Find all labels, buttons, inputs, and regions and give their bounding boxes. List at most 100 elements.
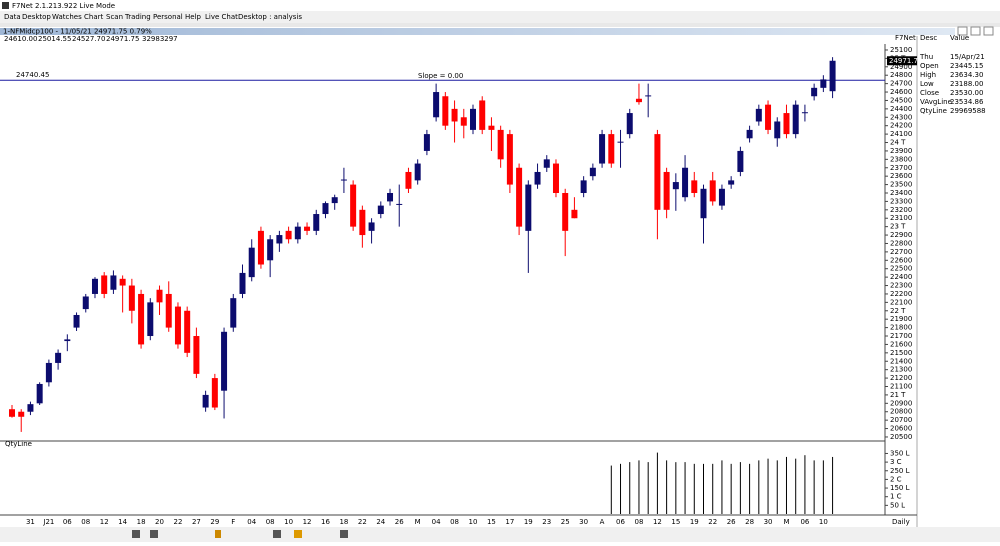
tool-icon[interactable]: [340, 530, 348, 538]
candle-body: [442, 96, 449, 126]
maximize-button[interactable]: [970, 26, 981, 36]
price-tag-label: 24971.75: [889, 57, 922, 65]
x-tick-label: 29: [210, 518, 219, 526]
tool-icon[interactable]: [150, 530, 158, 538]
y-tick-label: 20600: [890, 425, 912, 433]
window-title: F7Net 2.1.213.922 Live Mode: [12, 2, 115, 10]
candle-body: [709, 180, 716, 202]
window-controls: [957, 26, 994, 36]
candle-body: [322, 203, 329, 215]
candle-body: [193, 336, 200, 374]
candle-body: [350, 184, 357, 227]
candle-body: [294, 226, 301, 240]
candle-body: [101, 275, 108, 294]
hline-label: 24740.45: [16, 71, 49, 79]
x-tick-label: 06: [616, 518, 625, 526]
x-tick-label: 10: [469, 518, 478, 526]
candle-body: [617, 141, 624, 143]
candle-body: [599, 134, 606, 164]
candle-body: [377, 205, 384, 215]
menu-item[interactable]: Data: [4, 13, 21, 21]
menu-item[interactable]: Trading: [124, 13, 151, 21]
y-tick-label: 21300: [890, 366, 912, 374]
x-tick-label: 24: [376, 518, 385, 526]
menu-item[interactable]: Chart: [84, 13, 103, 21]
x-tick-label: 08: [266, 518, 275, 526]
candle-body: [470, 108, 476, 130]
menu-item[interactable]: Personal: [153, 13, 183, 21]
candle-body: [156, 289, 163, 303]
candle-body: [672, 182, 679, 190]
bottom-toolbar: [0, 527, 1000, 542]
candle-body: [746, 129, 753, 139]
y-tick-label: 24700: [890, 80, 912, 88]
y-tick-label: 21800: [890, 324, 912, 332]
candle-body: [414, 163, 421, 181]
y-tick-label: 24900: [890, 63, 912, 71]
y-tick-label: 22400: [890, 273, 912, 281]
x-tick-label: 31: [26, 518, 35, 526]
x-tick-label: 15: [671, 518, 680, 526]
candle-body: [460, 117, 467, 126]
menu-item[interactable]: Desktop: [22, 13, 51, 21]
x-tick-label: 19: [524, 518, 533, 526]
x-tick-label: J21: [42, 518, 54, 526]
x-tick-label: 16: [321, 518, 330, 526]
y2-tick-label: 1 C: [890, 493, 902, 501]
x-tick-label: 10: [284, 518, 293, 526]
menu-item[interactable]: Live Chat: [205, 13, 238, 21]
candle-body: [451, 108, 458, 122]
y-tick-label: 20800: [890, 408, 912, 416]
price-tag: [887, 56, 917, 66]
candle-body: [91, 278, 98, 294]
tool-icon[interactable]: [273, 530, 281, 538]
menu-item[interactable]: Help: [185, 13, 202, 21]
candle-body: [128, 285, 135, 311]
y-tick-label: 24200: [890, 122, 912, 130]
y-tick-label: 24300: [890, 113, 912, 121]
menu-item[interactable]: Watches: [52, 13, 82, 21]
column-header: Value: [950, 34, 969, 42]
column-header: Desc: [920, 34, 937, 42]
candle-body: [534, 171, 541, 185]
x-tick-label: 20: [155, 518, 164, 526]
y-tick-label: 21200: [890, 374, 912, 382]
close-button[interactable]: [983, 26, 994, 36]
x-tick-label: M: [415, 518, 421, 526]
tool-icon[interactable]: [132, 530, 140, 538]
y-tick-label: 23200: [890, 206, 912, 214]
candle-body: [774, 121, 781, 139]
y2-tick-label: 250 L: [890, 467, 910, 475]
candle-body: [691, 180, 698, 193]
y-tick-label: 21500: [890, 349, 912, 357]
y-tick-label: 22200: [890, 290, 912, 298]
y-tick-label: 21400: [890, 357, 912, 365]
quote-value: 24527.70: [72, 35, 105, 43]
candle-body: [27, 404, 34, 412]
row-label: QtyLine: [920, 107, 947, 115]
chart-header: [0, 28, 955, 35]
candle-body: [516, 167, 523, 227]
menu-item[interactable]: Scan: [106, 13, 123, 21]
candle-body: [396, 203, 403, 205]
candle-body: [654, 134, 661, 210]
x-tick-label: A: [600, 518, 605, 526]
x-tick-label: 26: [395, 518, 404, 526]
candle-body: [525, 184, 532, 231]
tool-icon[interactable]: [294, 530, 302, 538]
y-tick-label: 22300: [890, 282, 912, 290]
tool-icon[interactable]: [215, 530, 221, 538]
y-tick-label: 21600: [890, 340, 912, 348]
candle-body: [635, 98, 642, 103]
minimize-button[interactable]: [957, 26, 968, 36]
candle-body: [248, 247, 255, 278]
candle-body: [718, 188, 725, 206]
x-tick-label: 30: [579, 518, 588, 526]
y-tick-label: 25100: [890, 46, 912, 54]
candle-body: [423, 134, 430, 151]
y-tick-label: 23800: [890, 155, 912, 163]
candle-body: [801, 112, 808, 114]
menu-item[interactable]: Desktop : analysis: [238, 13, 302, 21]
y-tick-label: 24800: [890, 71, 912, 79]
